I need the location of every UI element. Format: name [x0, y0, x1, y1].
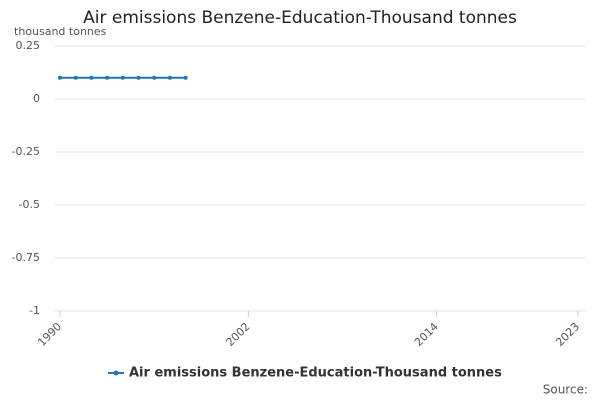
point	[183, 75, 188, 80]
point	[167, 75, 172, 80]
point	[120, 75, 125, 80]
x-tick-label: 1990	[35, 320, 64, 349]
y-tick-label: 0	[33, 92, 40, 105]
point	[152, 75, 157, 80]
y-tick-label: -1	[29, 304, 40, 317]
legend-label: Air emissions Benzene-Education-Thousand…	[129, 366, 502, 381]
x-tick-label: 2002	[224, 320, 253, 349]
legend-marker	[113, 370, 119, 376]
x-tick-label: 2014	[412, 320, 441, 349]
y-tick-label: 0.25	[16, 39, 41, 52]
point	[136, 75, 141, 80]
y-axis-label: thousand tonnes	[14, 25, 107, 38]
point	[73, 75, 78, 80]
point	[89, 75, 94, 80]
source: Source:	[543, 383, 588, 397]
y-tick-label: -0.5	[19, 198, 40, 211]
chart-title: Air emissions Benzene-Education-Thousand…	[83, 8, 517, 28]
y-tick-label: -0.25	[12, 145, 40, 158]
y-tick-label: -0.75	[12, 251, 40, 264]
x-tick-label: 2023	[553, 320, 582, 349]
point	[58, 75, 62, 80]
point	[105, 75, 110, 80]
